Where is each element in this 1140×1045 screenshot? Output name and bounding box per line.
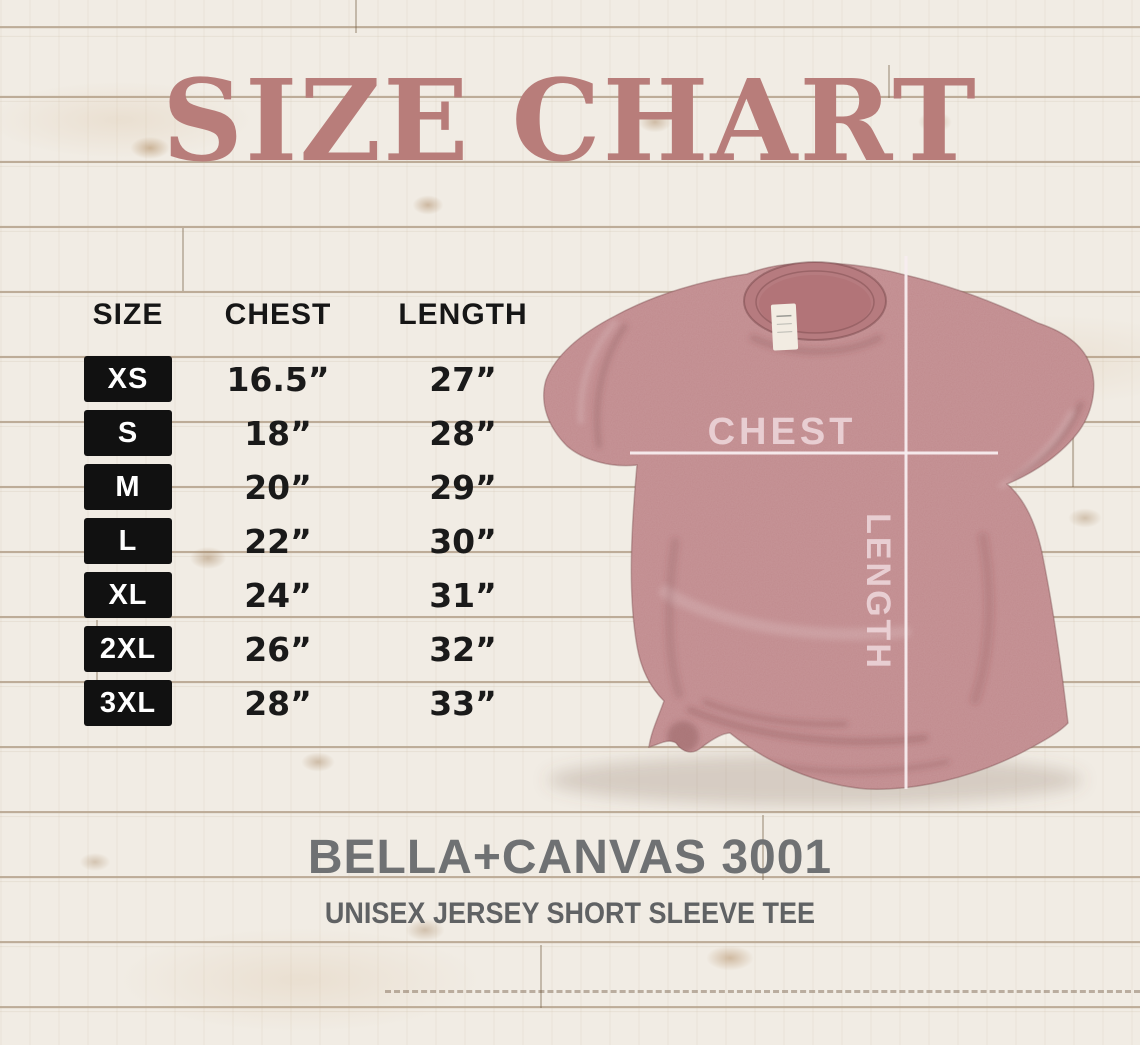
chest-value: 22” <box>244 521 312 561</box>
col-header-length: LENGTH <box>398 298 528 331</box>
chest-value: 18” <box>244 413 312 453</box>
table-row: L 22” 30” <box>73 514 553 568</box>
wood-plank-joint <box>1072 424 1074 487</box>
chest-value: 24” <box>244 575 312 615</box>
wood-seam <box>385 990 1140 993</box>
shirt-collar <box>743 261 887 351</box>
size-badge: S <box>84 410 172 456</box>
size-badge: M <box>84 464 172 510</box>
size-table: SIZE CHEST LENGTH XS 16.5” 27” S 18” 28”… <box>73 298 553 730</box>
brand-tag <box>770 303 799 351</box>
wood-plank-joint <box>355 0 357 33</box>
product-name: BELLA+CANVAS 3001 <box>307 831 833 884</box>
length-value: 33” <box>429 683 497 723</box>
chest-value: 20” <box>244 467 312 507</box>
table-row: M 20” 29” <box>73 460 553 514</box>
size-badge: 3XL <box>84 680 172 726</box>
chest-label: CHEST <box>708 411 857 453</box>
size-badge: L <box>84 518 172 564</box>
length-value: 28” <box>429 413 497 453</box>
chest-value: 16.5” <box>226 359 330 399</box>
length-value: 32” <box>429 629 497 669</box>
shirt-photo: CHEST LENGTH <box>543 256 1095 806</box>
table-row: 2XL 26” 32” <box>73 622 553 676</box>
wood-plank-joint <box>762 815 764 880</box>
table-row: XL 24” 31” <box>73 568 553 622</box>
table-header-row: SIZE CHEST LENGTH <box>73 298 553 332</box>
chest-value: 26” <box>244 629 312 669</box>
col-header-size: SIZE <box>92 298 164 331</box>
wood-plank-joint <box>182 228 184 291</box>
size-badge: 2XL <box>84 626 172 672</box>
col-header-chest: CHEST <box>224 298 332 331</box>
table-row: 3XL 28” 33” <box>73 676 553 730</box>
length-value: 29” <box>429 467 497 507</box>
table-row: XS 16.5” 27” <box>73 352 553 406</box>
length-label: LENGTH <box>859 513 897 671</box>
wood-plank-joint <box>540 945 542 1008</box>
size-badge: XS <box>84 356 172 402</box>
product-subtitle: UNISEX JERSEY SHORT SLEEVE TEE <box>324 897 816 930</box>
wood-plank-joint <box>888 65 890 98</box>
table-row: S 18” 28” <box>73 406 553 460</box>
length-value: 30” <box>429 521 497 561</box>
size-badge: XL <box>84 572 172 618</box>
chest-value: 28” <box>244 683 312 723</box>
length-value: 27” <box>429 359 497 399</box>
fabric-wrinkles <box>578 320 1084 775</box>
page-title: SIZE CHART <box>162 56 978 187</box>
length-value: 31” <box>429 575 497 615</box>
